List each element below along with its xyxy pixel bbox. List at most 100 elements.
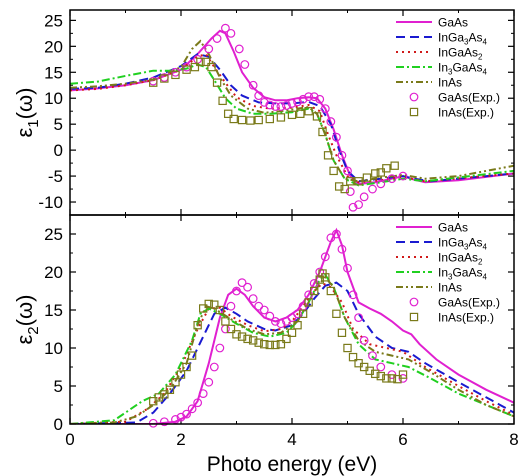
point-inas-exp (332, 309, 341, 319)
point-inas-exp (323, 151, 333, 160)
legend-swatch-inas-exp (409, 107, 419, 117)
point-gaas-exp (304, 92, 314, 102)
y-tick-label-eps2: 0 (54, 415, 63, 434)
legend-label-inas: InAs (438, 281, 462, 295)
legend-label-ingaas2: InGaAs2 (438, 46, 483, 62)
point-inas-exp (371, 369, 380, 379)
point-gaas-exp (309, 92, 319, 102)
point-inas-exp (287, 328, 297, 338)
point-inas-exp (176, 370, 186, 379)
point-gaas-exp (270, 317, 280, 326)
point-gaas-exp (237, 278, 247, 288)
y-tick-label-eps2: 5 (54, 377, 63, 396)
point-gaas-exp (220, 23, 230, 33)
point-inas-exp (215, 305, 225, 315)
point-inas-exp (282, 334, 291, 344)
plot-frame-eps2 (69, 214, 515, 425)
point-gaas-exp (359, 192, 369, 202)
point-gaas-exp (387, 174, 397, 184)
point-inas-exp (265, 114, 275, 124)
legend-label-gaas-exp: GaAs(Exp.) (438, 91, 500, 105)
x-tick-label: 0 (65, 430, 74, 449)
series-line-ingaas2 (70, 282, 514, 424)
point-gaas-exp (354, 200, 364, 210)
point-inas-exp (382, 164, 391, 173)
point-inas-exp (221, 317, 230, 326)
point-inas-exp (243, 334, 252, 344)
point-inas-exp (254, 338, 263, 347)
point-gaas-exp (232, 286, 241, 296)
point-gaas-exp (376, 362, 386, 372)
point-gaas-exp (293, 309, 302, 319)
legend-eps2: GaAsInGa3As4InGaAs2In3GaAs4InAsGaAs(Exp.… (396, 221, 500, 325)
point-gaas-exp (326, 117, 336, 126)
y-tick-label-eps1: 5 (54, 115, 63, 134)
y-tick-label-eps1: 0 (54, 141, 63, 160)
point-inas-exp (212, 78, 222, 87)
point-gaas-exp (332, 229, 341, 239)
y-axis-label-text: ε2(ω) (12, 295, 42, 345)
point-gaas-exp (198, 389, 208, 399)
point-gaas-exp (193, 398, 203, 408)
legend-label-inas-exp: InAs(Exp.) (438, 106, 494, 120)
point-inas-exp (326, 286, 336, 296)
legend-label-in3gaas4: In3GaAs4 (438, 266, 487, 282)
point-inas-exp (312, 112, 322, 121)
point-inas-exp (160, 390, 169, 399)
legend-swatch-gaas-exp (409, 92, 419, 102)
point-inas-exp (165, 385, 175, 395)
y-tick-label-eps2: 15 (44, 301, 63, 320)
point-inas-exp (276, 340, 286, 349)
point-gaas-exp (248, 294, 258, 304)
point-inas-exp (196, 57, 205, 67)
point-inas-exp (296, 109, 305, 118)
point-gaas-exp (345, 187, 355, 197)
point-inas-exp (254, 115, 263, 125)
point-gaas-exp (254, 301, 264, 311)
point-inas-exp (218, 96, 227, 106)
point-gaas-exp (204, 377, 214, 387)
point-gaas-exp (293, 97, 302, 107)
y-tick-label-eps1: -10 (38, 193, 63, 212)
point-gaas-exp (376, 179, 386, 189)
x-axis: 0 2 4 6 8 Photo energy (eV) (65, 430, 518, 476)
point-inas-exp (232, 330, 241, 339)
point-inas-exp (193, 321, 202, 330)
legend-label-gaas-exp: GaAs(Exp.) (438, 296, 500, 310)
point-inas-exp (199, 304, 208, 313)
point-inas-exp (204, 299, 213, 309)
point-inas-exp (237, 115, 247, 125)
point-inas-exp (310, 286, 319, 296)
point-gaas-exp (315, 94, 325, 104)
y-tick-label-eps1: 10 (44, 89, 63, 108)
point-gaas-exp (187, 404, 197, 414)
point-gaas-exp (265, 100, 275, 110)
y-tick-label-eps1: 25 (44, 11, 63, 30)
point-inas-exp (387, 374, 397, 383)
point-inas-exp (226, 324, 236, 334)
point-inas-exp (182, 65, 191, 74)
legend-swatch-gaas-exp (409, 297, 419, 307)
point-gaas-exp (215, 343, 225, 353)
y-tick-label-eps1: 15 (44, 63, 63, 82)
series-line-gaas (70, 227, 514, 424)
point-inas-exp (340, 184, 349, 194)
epsilon2-panel: 0 5 10 15 20 25 ε2(ω) GaAsInGa3As4InGaAs2In3GaA… (12, 214, 515, 434)
point-gaas-exp (243, 282, 253, 292)
point-gaas-exp (226, 28, 236, 38)
point-inas-exp (160, 74, 169, 83)
legend-label-inas-exp: InAs(Exp.) (438, 311, 494, 325)
point-gaas-exp (348, 202, 358, 212)
point-gaas-exp (209, 362, 219, 372)
point-gaas-exp (276, 102, 286, 111)
y-tick-label-eps2: 10 (44, 339, 63, 358)
point-inas-exp (190, 62, 200, 72)
point-inas-exp (260, 340, 269, 349)
point-gaas-exp (368, 184, 377, 194)
y-axis-label-eps1: ε1(ω) (12, 88, 42, 138)
point-gaas-exp (270, 102, 280, 111)
x-tick-label: 2 (176, 430, 185, 449)
point-gaas-exp (337, 150, 347, 160)
point-inas-exp (171, 70, 180, 80)
